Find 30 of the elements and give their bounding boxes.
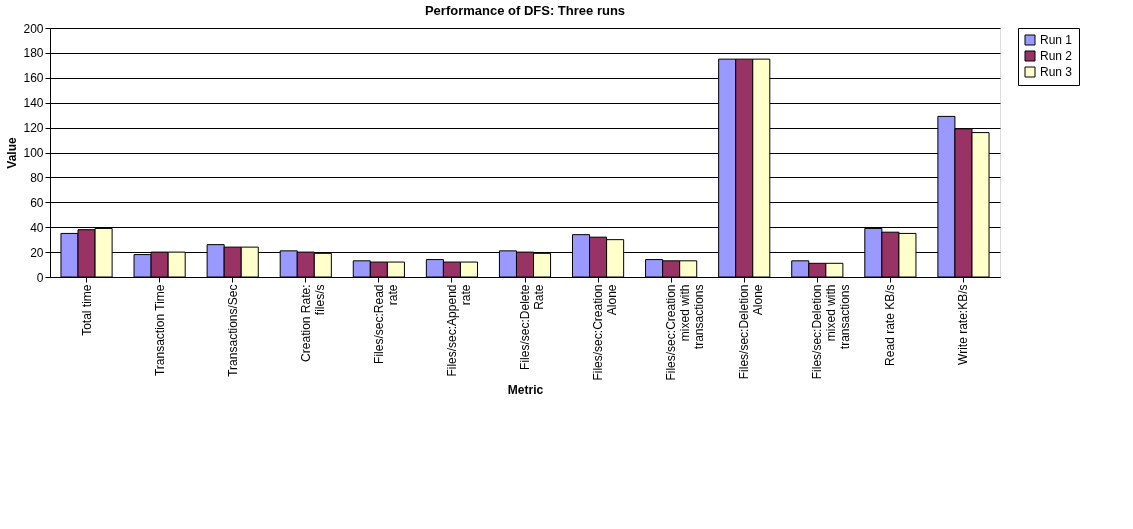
y-tick-label: 60 [30,195,44,210]
y-tick-label: 100 [23,146,44,160]
x-tick-label: Files/sec:Read rate [371,284,400,364]
chart-title: Performance of DFS: Three runs [424,3,626,18]
y-tick-label: 40 [30,220,44,235]
y-axis-title: Value [5,137,20,169]
legend-label: Run 2 [1040,49,1073,63]
x-tick-label: Files/sec:Deletion mixed with transactions [810,284,853,380]
y-tick-label: 180 [23,46,44,61]
x-tick-label: Transactions/Sec [225,284,240,377]
x-tick-label: Files/sec:Append rate [444,284,473,377]
x-tick-label: Files/sec:Deletion Alone [737,284,766,380]
y-tick-label: 0 [36,270,44,285]
legend-label: Run 3 [1040,65,1073,79]
x-tick-label: Files/sec:Creation mixed with transactions [664,284,707,381]
x-tick-label: Write rate:KB/s [956,284,971,365]
legend-label: Run 1 [1040,33,1073,47]
x-tick-label: Files/sec:Delete Rate [518,284,546,370]
y-tick-label: 140 [23,96,44,111]
x-tick-label: Total time [79,284,94,336]
y-tick-label: 160 [23,71,44,86]
x-tick-label: Transaction Time [152,284,167,377]
x-axis-title: Metric [507,382,544,397]
y-tick-label: 20 [30,245,44,260]
x-tick-label: Files/sec:Creation Alone [591,284,620,381]
y-tick-label: 80 [30,170,44,185]
x-tick-label: Creation Rate: files/s [298,284,327,362]
y-tick-label: 200 [23,21,44,36]
y-tick-label: 120 [23,121,44,136]
x-tick-label: Read rate KB/s [883,284,898,366]
